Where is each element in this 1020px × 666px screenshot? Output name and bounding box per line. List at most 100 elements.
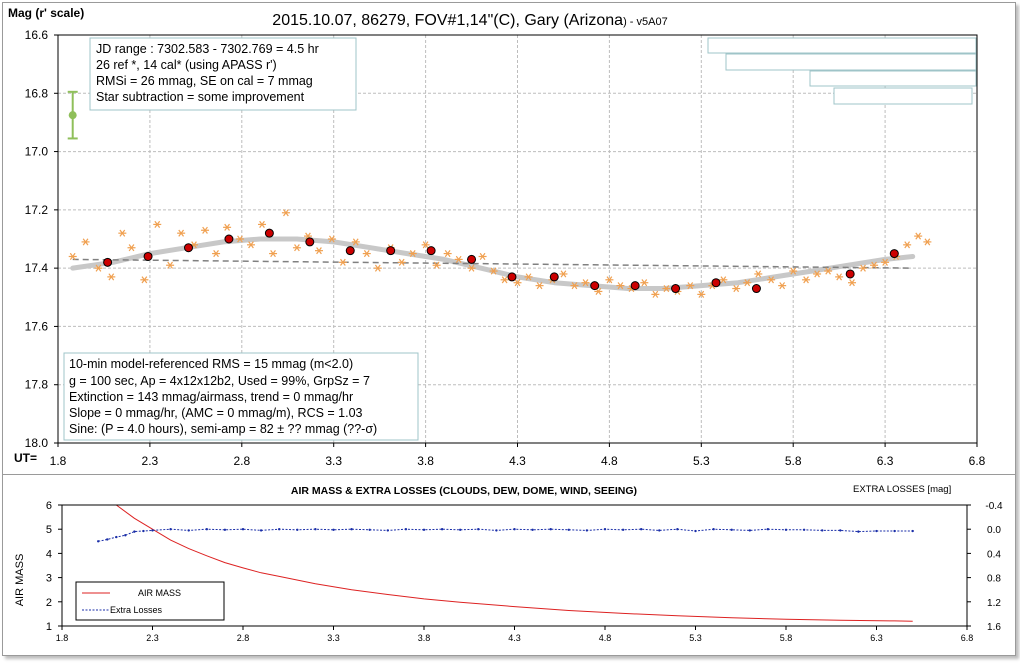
raw-point-stroke [525, 273, 532, 281]
raw-point [432, 261, 441, 269]
raw-point [235, 235, 244, 243]
average-point [264, 228, 274, 238]
raw-point-stroke [433, 261, 440, 269]
extra-losses-point [567, 528, 570, 532]
info-box-bottom [63, 352, 419, 441]
trend-line [72, 258, 913, 269]
y2-tick-label: -0.4 [985, 501, 1003, 512]
bottom-legend: AIR MASS Extra Losses [75, 581, 225, 621]
raw-point [118, 229, 127, 237]
raw-point [397, 258, 406, 266]
raw-point [292, 244, 301, 252]
extra-losses-point [133, 530, 136, 533]
raw-point-stroke [514, 279, 521, 287]
average-point [386, 246, 396, 256]
raw-point-stroke [536, 282, 543, 290]
raw-point-stroke [915, 232, 922, 240]
extra-losses-point [658, 529, 661, 532]
y2-tick-label: 0.4 [987, 549, 1001, 560]
raw-point-stroke [641, 279, 648, 287]
average-point [630, 281, 640, 291]
extra-losses-point [712, 528, 715, 531]
x-tick-label: 3.8 [417, 454, 434, 468]
svg-text:Slope = 0 mmag/hr, (AMC = 0 mm: Slope = 0 mmag/hr, (AMC = 0 mmag/m), RCS… [69, 406, 363, 420]
raw-point-stroke [779, 282, 786, 290]
extra-losses-point [839, 529, 842, 532]
x-tick-label: 2.8 [237, 633, 250, 643]
x-tick-label: 4.3 [509, 454, 526, 468]
extra-losses-point [350, 528, 353, 531]
raw-point-stroke [803, 276, 809, 284]
raw-point-stroke [128, 244, 135, 252]
raw-point [513, 279, 522, 287]
x-tick-label: 6.8 [961, 633, 974, 643]
raw-point [223, 223, 232, 231]
raw-point [421, 241, 430, 249]
raw-point-stroke [69, 252, 76, 261]
average-point [305, 237, 315, 247]
top-series [67, 90, 932, 298]
y-tick-label: 1 [46, 621, 52, 633]
svg-text:Extra Losses: Extra Losses [110, 605, 163, 615]
raw-point-stroke [82, 238, 89, 246]
extra-losses-point [893, 529, 896, 533]
extra-losses-point [766, 528, 770, 531]
y-tick-label: 16.6 [25, 28, 49, 42]
raw-point-stroke [154, 220, 161, 228]
raw-point [848, 279, 857, 287]
raw-point-stroke [398, 258, 405, 266]
raw-point [177, 229, 186, 237]
raw-point [212, 250, 221, 258]
raw-point-stroke [328, 235, 335, 243]
average-point [751, 284, 761, 294]
raw-point-stroke [270, 250, 276, 258]
y2-tick-label: 0.0 [987, 525, 1001, 536]
raw-point [246, 241, 255, 249]
extra-losses-point [205, 528, 208, 531]
extra-losses-point [241, 528, 245, 531]
raw-point-stroke [283, 209, 289, 217]
raw-point [581, 279, 590, 287]
raw-point-stroke [119, 229, 126, 237]
raw-point-stroke [871, 261, 877, 269]
raw-point [914, 232, 923, 240]
extra-losses-point [459, 528, 462, 532]
raw-point-stroke [259, 220, 265, 228]
raw-point [94, 264, 103, 272]
average-point [889, 249, 899, 259]
raw-point [903, 241, 912, 249]
raw-point-stroke [606, 276, 613, 284]
average-point [224, 234, 234, 244]
bottom-series [97, 504, 914, 622]
raw-point [362, 250, 371, 258]
raw-point-stroke [571, 282, 578, 290]
y-tick-label: 17.8 [25, 378, 49, 392]
x-tick-label: 2.3 [146, 633, 159, 643]
y-axis-label: Mag (r' scale) [8, 6, 84, 20]
raw-point-stroke [849, 279, 855, 287]
raw-point [870, 261, 879, 269]
extra-losses-line [98, 528, 913, 542]
raw-point [338, 258, 347, 266]
raw-point [258, 220, 267, 228]
average-point [143, 251, 153, 261]
raw-point [68, 252, 77, 261]
bottom-plot-border [61, 504, 968, 627]
extra-losses-point [386, 529, 389, 532]
extra-losses-point [730, 528, 733, 532]
y-tick-label: 3 [46, 573, 52, 585]
x-tick-label: 5.3 [693, 454, 710, 468]
bottom-chart-title: AIR MASS & EXTRA LOSSES (CLOUDS, DEW, DO… [291, 485, 637, 497]
extra-losses-point [676, 528, 679, 531]
y2-tick-label: 0.8 [987, 574, 1001, 585]
raw-point-stroke [422, 241, 429, 249]
raw-point-stroke [363, 250, 370, 258]
extra-losses-point [440, 528, 444, 531]
raw-point [153, 220, 162, 228]
raw-point-stroke [652, 290, 659, 298]
extra-losses-point [585, 529, 589, 532]
extra-losses-point [748, 529, 751, 532]
top-ticks: 1.8 2.3 2.8 3.3 3.8 4.3 4.8 5.3 5.8 6.3 6.8 16.6 16.… [25, 28, 986, 468]
raw-point-stroke [294, 244, 300, 252]
raw-point-stroke [248, 241, 254, 249]
